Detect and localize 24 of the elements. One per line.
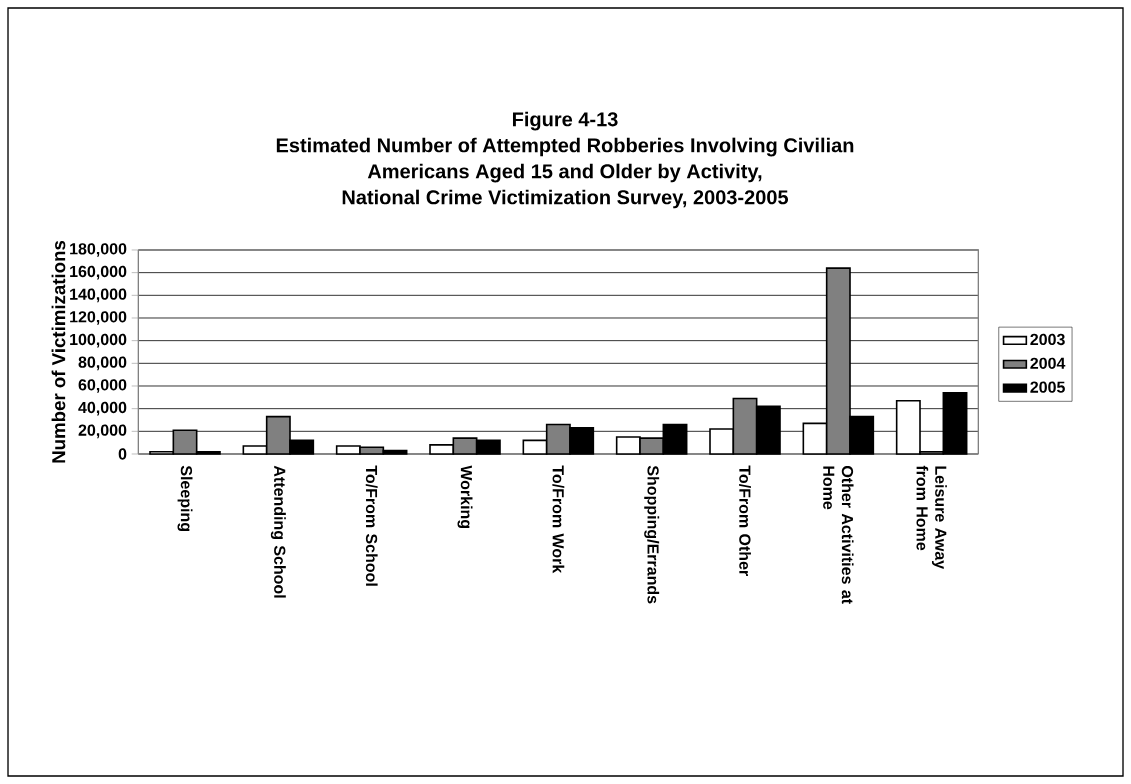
y-axis-title: Number of Victimizations: [51, 240, 66, 463]
y-tick-label: 180,000: [70, 243, 127, 257]
x-tick-label: Shopping/Errands: [644, 465, 660, 604]
chart-title: Figure 4-13 Estimated Number of Attempted Robberies Involving Civilian Americans Aged 15 and Older by Activity, National Crime Victimization Survey, 2003-2005: [276, 111, 854, 209]
legend-label: 2004: [1030, 357, 1066, 369]
x-tick-label: Other Activities at Home: [823, 466, 854, 604]
y-tick-label: 20,000: [78, 424, 127, 439]
x-tick-label: To/From Work: [552, 465, 565, 574]
y-tick-label: 120,000: [70, 311, 127, 325]
y-tick-label: 0: [118, 448, 127, 460]
y-tick-label: 80,000: [78, 356, 127, 371]
y-tick-label: 40,000: [78, 401, 127, 416]
x-tick-label: To/From School: [365, 465, 378, 586]
legend-label: 2003: [1030, 333, 1065, 346]
x-tick-label: Attending School: [270, 465, 286, 598]
legend-label: 2005: [1030, 381, 1065, 393]
y-tick-label: 60,000: [78, 379, 127, 393]
x-tick-label: Working: [457, 465, 473, 528]
x-tick-label: Sleeping: [177, 465, 193, 531]
y-tick-label: 140,000: [70, 288, 127, 303]
y-tick-label: 160,000: [70, 265, 127, 280]
x-tick-label: Leisure Away from Home: [916, 465, 947, 570]
y-tick-label: 100,000: [70, 333, 127, 348]
x-tick-label: To/From Other: [739, 465, 751, 576]
